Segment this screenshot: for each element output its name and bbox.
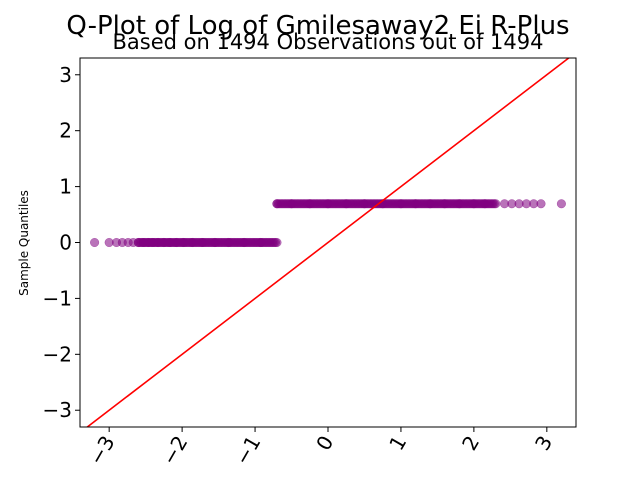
reference-line — [85, 58, 571, 427]
data-point — [489, 199, 499, 209]
data-point — [536, 199, 546, 209]
x-tick-label: −1 — [230, 432, 266, 470]
data-point — [556, 199, 566, 209]
x-tick-label: 0 — [311, 432, 338, 455]
x-tick-label: −3 — [84, 432, 120, 470]
y-tick-label: 2 — [59, 119, 72, 143]
x-tick-label: 3 — [530, 432, 557, 455]
y-tick-label: −3 — [43, 398, 72, 422]
x-axis: −3 −2 −1 0 1 2 3 — [84, 427, 557, 469]
x-tick-label: −2 — [157, 432, 193, 470]
chart-subtitle: Based on 1494 Observations out of 1494 — [112, 30, 543, 54]
y-axis: −3 −2 −1 0 1 2 3 — [43, 63, 80, 422]
y-tick-label: 0 — [59, 231, 72, 255]
x-tick-label: 2 — [457, 432, 484, 455]
y-tick-label: 3 — [59, 63, 72, 87]
y-tick-label: −1 — [43, 286, 72, 310]
y-tick-label: −2 — [43, 342, 72, 366]
y-tick-label: 1 — [59, 175, 72, 199]
chart-title: Q-Plot of Log of Gmilesaway2 Ei R-Plus — [66, 11, 569, 41]
reference-line-group — [85, 58, 571, 427]
data-point — [90, 237, 100, 248]
x-tick-label: 1 — [384, 432, 411, 455]
data-points — [90, 199, 566, 248]
data-point — [270, 237, 281, 248]
y-axis-label: Sample Quantiles — [17, 190, 31, 296]
